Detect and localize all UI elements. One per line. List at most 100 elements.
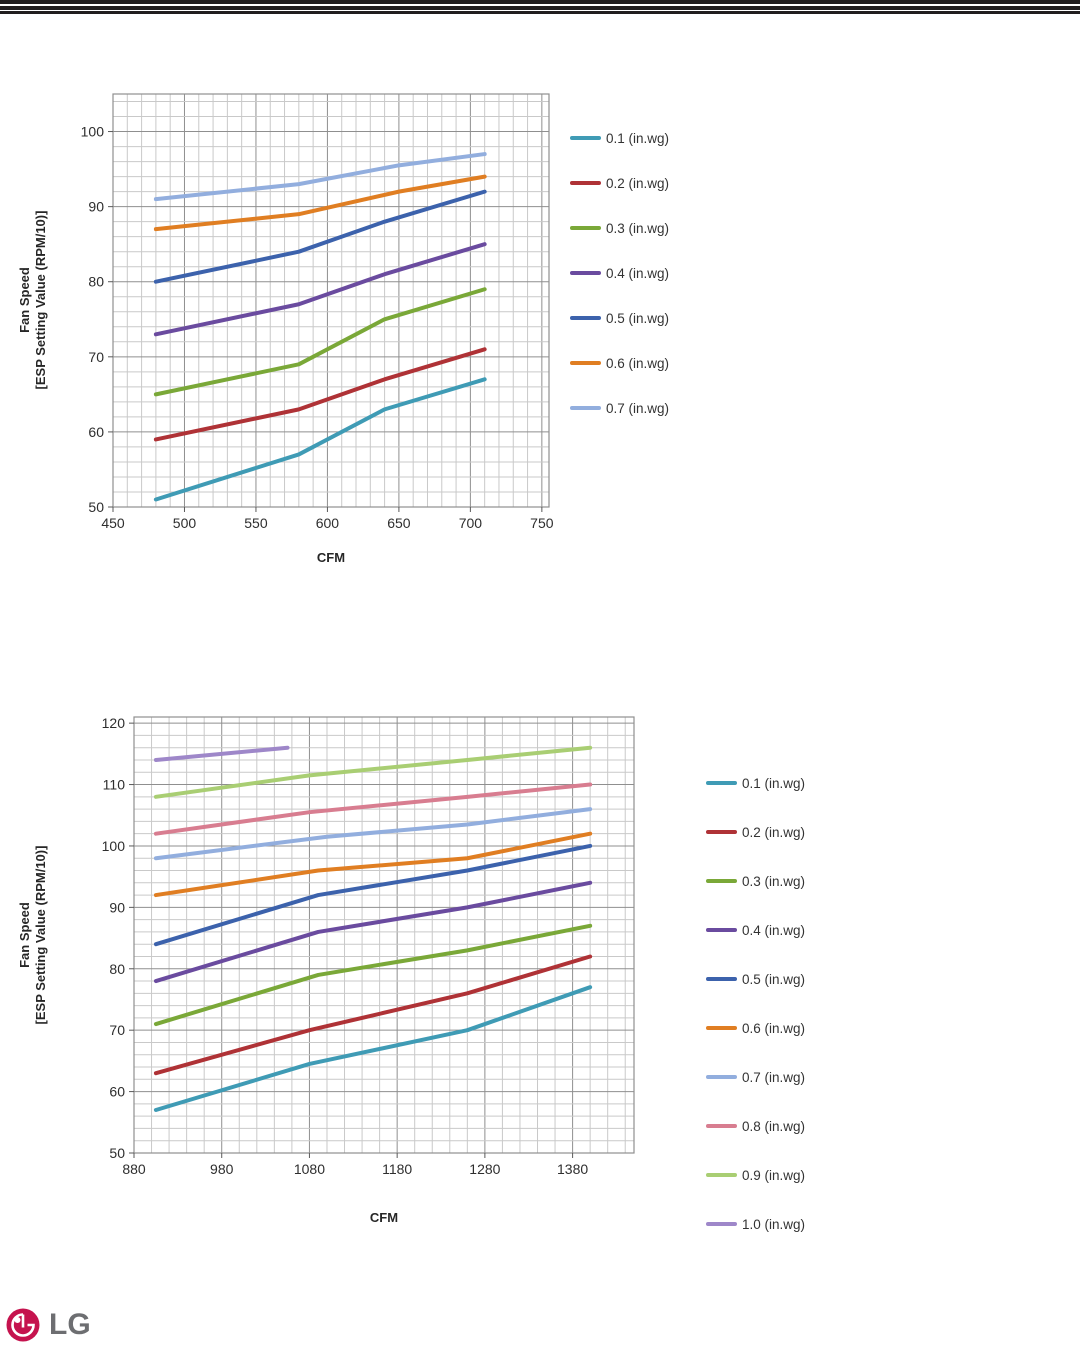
- series-line-0.2: [153, 954, 593, 1076]
- legend-label: 0.2 (in.wg): [606, 175, 670, 191]
- lg-logo-symbol-icon: [6, 1308, 40, 1342]
- legend-item-0.5: 0.5 (in.wg): [570, 309, 669, 327]
- legend-line-swatch: [706, 879, 737, 883]
- series-line-0.8: [153, 782, 593, 836]
- legend-line-swatch: [570, 406, 601, 410]
- legend-item-0.4: 0.4 (in.wg): [706, 921, 805, 939]
- legend-line-swatch: [570, 316, 601, 320]
- y-tick-label: 80: [88, 274, 104, 290]
- rule-gap: [0, 10, 1080, 11]
- legend-label: 0.5 (in.wg): [742, 971, 806, 987]
- y-tick-label: 110: [103, 777, 126, 793]
- x-tick-label: 450: [101, 515, 125, 531]
- axis-ticks: 880 980 1080 1180 1280 1380 50 60 70 80 90 100 110 12…: [102, 715, 589, 1177]
- lg-logo-text: LG: [49, 1308, 91, 1341]
- series-line-0.4: [153, 880, 593, 984]
- legend-item-0.4: 0.4 (in.wg): [570, 264, 669, 282]
- legend-item-0.9: 0.9 (in.wg): [706, 1166, 805, 1184]
- legend-line-swatch: [706, 1222, 737, 1226]
- legend-item-0.6: 0.6 (in.wg): [570, 354, 669, 372]
- y-axis-title-line1: Fan Speed: [17, 267, 32, 333]
- y-tick-label: 90: [109, 899, 125, 915]
- legend-line-swatch: [706, 977, 737, 981]
- legend-line-swatch: [706, 1173, 737, 1177]
- x-tick-label: 650: [387, 515, 411, 531]
- legend-label: 0.7 (in.wg): [606, 400, 670, 416]
- y-tick-label: 80: [109, 961, 125, 977]
- x-tick-label: 1380: [557, 1161, 588, 1177]
- legend-item-1.0: 1.0 (in.wg): [706, 1215, 805, 1233]
- x-tick-label: 1080: [294, 1161, 325, 1177]
- legend-label: 0.6 (in.wg): [606, 355, 670, 371]
- fan-speed-chart-1-plot: 450 500 550 600 650 700 750 50 60 70 80 90 100: [81, 93, 554, 531]
- series-line-0.7: [153, 152, 487, 202]
- series-line-0.1: [153, 985, 593, 1113]
- legend-line-swatch: [706, 1026, 737, 1030]
- series-line-0.5: [153, 843, 593, 947]
- y-tick-label: 100: [81, 124, 105, 140]
- legend-item-0.7: 0.7 (in.wg): [706, 1068, 805, 1086]
- lg-logo: LG: [6, 1308, 91, 1342]
- y-tick-label: 90: [88, 199, 104, 215]
- legend-label: 0.2 (in.wg): [742, 824, 806, 840]
- legend-label: 0.9 (in.wg): [742, 1167, 806, 1183]
- y-axis-title-chart2: Fan Speed [ESP Setting Value (RPM/10)]: [17, 846, 49, 1025]
- rule-line: [0, 6, 1080, 10]
- x-tick-label: 880: [122, 1161, 146, 1177]
- legend-item-0.8: 0.8 (in.wg): [706, 1117, 805, 1135]
- x-axis-title-chart2: CFM: [369, 1210, 399, 1225]
- x-tick-label: 980: [210, 1161, 234, 1177]
- gridlines: [133, 717, 634, 1154]
- legend-chart2: 0.1 (in.wg) 0.2 (in.wg) 0.3 (in.wg) 0.4 (in…: [706, 774, 805, 1264]
- legend-line-swatch: [570, 226, 601, 230]
- x-tick-label: 1180: [382, 1161, 412, 1177]
- y-tick-label: 60: [109, 1084, 125, 1100]
- legend-item-0.5: 0.5 (in.wg): [706, 970, 805, 988]
- legend-line-swatch: [706, 1124, 737, 1128]
- legend-item-0.1: 0.1 (in.wg): [570, 129, 669, 147]
- axis-ticks: 450 500 550 600 650 700 750 50 60 70 80 90 100: [81, 124, 554, 531]
- legend-chart1: 0.1 (in.wg) 0.2 (in.wg) 0.3 (in.wg) 0.4 (in…: [570, 129, 669, 444]
- y-axis-title-line2: [ESP Setting Value (RPM/10)]: [33, 210, 48, 390]
- y-tick-label: 60: [88, 424, 104, 440]
- legend-line-swatch: [570, 136, 601, 140]
- y-tick-label: 100: [102, 838, 126, 854]
- series-line-0.7: [153, 807, 593, 861]
- legend-line-swatch: [706, 928, 737, 932]
- legend-label: 0.3 (in.wg): [606, 220, 670, 236]
- series-line-0.5: [153, 189, 487, 284]
- series-line-0.4: [153, 242, 487, 337]
- page-top-border: [0, 0, 1080, 14]
- series-line-1.0: [153, 745, 290, 762]
- legend-line-swatch: [706, 1075, 737, 1079]
- rule-gap: [0, 4, 1080, 6]
- rule-line: [0, 0, 1080, 4]
- legend-item-0.3: 0.3 (in.wg): [706, 872, 805, 890]
- x-tick-label: 600: [316, 515, 340, 531]
- legend-line-swatch: [706, 781, 737, 785]
- legend-label: 0.7 (in.wg): [742, 1069, 806, 1085]
- plot-border: [133, 716, 635, 1154]
- x-tick-label: 1280: [469, 1161, 500, 1177]
- plot-border: [112, 93, 550, 508]
- x-tick-label: 700: [459, 515, 483, 531]
- y-tick-label: 120: [102, 715, 126, 731]
- legend-item-0.2: 0.2 (in.wg): [570, 174, 669, 192]
- series-line-0.1: [153, 377, 487, 502]
- y-tick-label: 50: [109, 1145, 125, 1161]
- legend-line-swatch: [570, 271, 601, 275]
- x-tick-label: 550: [244, 515, 268, 531]
- legend-item-0.6: 0.6 (in.wg): [706, 1019, 805, 1037]
- legend-label: 1.0 (in.wg): [742, 1216, 806, 1232]
- series-line-0.6: [153, 831, 593, 898]
- legend-item-0.2: 0.2 (in.wg): [706, 823, 805, 841]
- series-line-0.3: [153, 923, 593, 1027]
- legend-item-0.7: 0.7 (in.wg): [570, 399, 669, 417]
- rule-line: [0, 11, 1080, 14]
- y-tick-label: 50: [88, 499, 104, 515]
- x-axis-title-chart1: CFM: [316, 550, 346, 565]
- legend-item-0.1: 0.1 (in.wg): [706, 774, 805, 792]
- y-tick-label: 70: [109, 1022, 125, 1038]
- y-axis-title-chart1: Fan Speed [ESP Setting Value (RPM/10)]: [17, 211, 49, 390]
